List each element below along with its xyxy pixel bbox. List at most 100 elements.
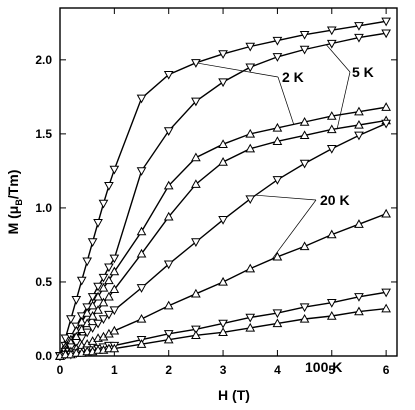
data-point-s6 (354, 219, 364, 228)
y-axis-title-mu: μ (5, 206, 21, 215)
y-axis-title: M (μB/Tm) (5, 170, 24, 235)
data-point-s1 (82, 257, 93, 267)
y-tick-label: 2.0 (35, 53, 52, 67)
x-tick-label: 6 (383, 363, 390, 377)
data-point-s4 (218, 156, 228, 166)
data-point-s3 (381, 102, 391, 111)
data-point-s1 (98, 199, 109, 209)
data-point-s1 (218, 50, 228, 59)
data-point-s3 (163, 180, 174, 190)
data-point-s4 (104, 291, 114, 301)
data-point-s3 (87, 300, 98, 310)
data-point-s4 (109, 284, 120, 294)
data-point-s6 (245, 263, 256, 273)
data-point-s1 (191, 59, 201, 68)
data-point-s5 (104, 310, 114, 320)
data-point-s6 (272, 251, 283, 261)
series-s3 (55, 102, 391, 360)
data-point-s6 (299, 241, 310, 251)
data-point-s1 (87, 238, 98, 248)
series-s1 (55, 17, 391, 362)
data-point-s1 (76, 276, 87, 286)
x-tick-label: 3 (220, 363, 227, 377)
data-point-s5 (381, 119, 391, 129)
data-point-s4 (272, 136, 283, 145)
data-point-s2 (98, 273, 109, 283)
data-point-s5 (87, 324, 98, 333)
data-point-s2 (381, 29, 391, 39)
y-axis-title-main: M ( (5, 214, 21, 235)
data-point-s3 (104, 275, 114, 285)
data-point-s6 (191, 288, 201, 298)
data-point-s2 (163, 127, 174, 136)
data-point-s5 (136, 284, 147, 293)
data-point-s4 (163, 211, 174, 221)
data-point-s7 (299, 303, 310, 313)
data-point-s5 (82, 328, 93, 338)
data-point-s1 (104, 182, 114, 191)
data-point-s7 (163, 330, 174, 339)
data-point-s5 (245, 195, 256, 205)
data-point-s5 (71, 338, 82, 348)
data-point-s7 (354, 293, 364, 302)
axis-tick-labels: 0 1 2 3 4 5 6 0.0 0.5 1.0 1.5 2.0 (35, 53, 389, 377)
data-point-s4 (93, 305, 103, 314)
data-point-s8 (163, 334, 174, 344)
data-point-s6 (326, 229, 337, 239)
data-point-s8 (326, 310, 337, 320)
annotation-2k-label: 2 K (282, 69, 304, 85)
data-point-s1 (326, 26, 337, 36)
data-point-s8 (136, 339, 147, 348)
data-point-s5 (354, 131, 364, 141)
data-point-s1 (272, 36, 283, 46)
data-point-s7 (245, 313, 256, 323)
data-point-s3 (82, 308, 93, 317)
data-point-s5 (191, 238, 201, 248)
annotation-100k-label: 100 K (305, 359, 342, 375)
y-tick-label: 1.5 (35, 127, 52, 141)
data-point-s5 (109, 306, 120, 316)
data-point-s8 (381, 303, 391, 313)
data-point-s8 (354, 306, 364, 316)
x-tick-label: 4 (274, 363, 281, 377)
y-tick-label: 1.0 (35, 201, 52, 215)
data-point-s4 (326, 124, 337, 134)
x-axis-title: H (T) (218, 387, 250, 403)
data-point-s8 (218, 327, 228, 337)
data-point-s8 (191, 330, 201, 339)
data-point-s4 (245, 143, 256, 153)
data-point-s2 (245, 63, 256, 73)
data-point-s7 (191, 325, 201, 335)
data-point-s4 (98, 297, 109, 307)
data-point-s4 (87, 310, 98, 320)
data-point-s2 (218, 78, 228, 88)
data-point-s1 (60, 334, 71, 344)
data-point-s5 (272, 176, 283, 185)
data-point-s2 (354, 33, 364, 43)
data-point-s2 (326, 39, 337, 49)
data-point-s4 (299, 130, 310, 140)
data-point-s3 (354, 106, 364, 116)
data-point-s5 (299, 159, 310, 169)
data-point-s5 (163, 260, 174, 270)
data-point-s1 (71, 296, 82, 305)
data-point-s6 (163, 300, 174, 310)
x-tick-label: 0 (57, 363, 64, 377)
series-s5 (55, 119, 391, 362)
data-point-s7 (272, 309, 283, 319)
series-s2 (55, 29, 391, 362)
data-point-s7 (218, 319, 228, 329)
data-point-s2 (93, 282, 103, 292)
series-s6 (55, 208, 391, 360)
data-point-s3 (93, 291, 103, 301)
y-tick-label: 0.5 (35, 275, 52, 289)
annotation-leader-20k (255, 194, 317, 201)
series-layer (55, 17, 391, 362)
data-point-s2 (87, 293, 98, 302)
data-point-s8 (272, 318, 283, 328)
x-tick-label: 5 (328, 363, 335, 377)
data-point-s5 (218, 216, 228, 225)
data-point-s8 (299, 313, 310, 323)
data-point-s1 (163, 70, 174, 80)
data-point-s2 (272, 53, 283, 62)
